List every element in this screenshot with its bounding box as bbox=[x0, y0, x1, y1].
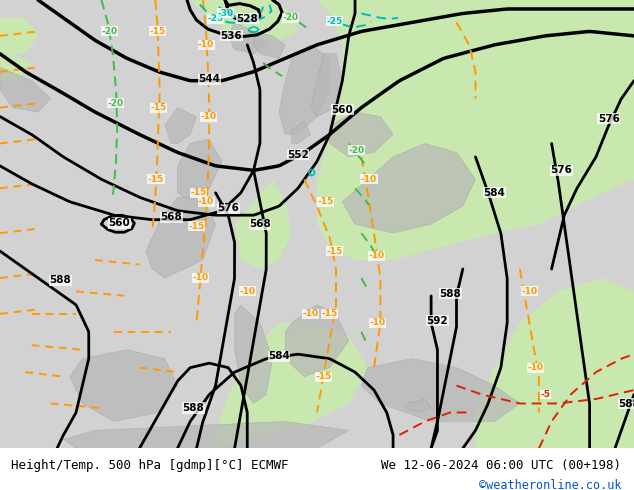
Text: -20: -20 bbox=[282, 13, 299, 23]
Polygon shape bbox=[292, 121, 311, 144]
Text: 568: 568 bbox=[249, 219, 271, 229]
Text: -10: -10 bbox=[198, 40, 214, 49]
Text: 568: 568 bbox=[160, 213, 182, 222]
Text: 588: 588 bbox=[183, 403, 204, 413]
Text: -10: -10 bbox=[361, 175, 377, 184]
Text: 576: 576 bbox=[217, 203, 239, 214]
Text: -15: -15 bbox=[150, 103, 167, 112]
Text: 544: 544 bbox=[198, 74, 220, 84]
Text: -15: -15 bbox=[317, 197, 333, 206]
Polygon shape bbox=[317, 0, 634, 260]
Text: -10: -10 bbox=[200, 112, 217, 121]
Text: -5: -5 bbox=[540, 390, 550, 399]
Text: 584: 584 bbox=[268, 351, 290, 362]
Text: 588: 588 bbox=[49, 275, 71, 285]
Text: Height/Temp. 500 hPa [gdmp][°C] ECMWF: Height/Temp. 500 hPa [gdmp][°C] ECMWF bbox=[11, 459, 289, 471]
Text: We 12-06-2024 06:00 UTC (00+198): We 12-06-2024 06:00 UTC (00+198) bbox=[381, 459, 621, 471]
Polygon shape bbox=[476, 278, 634, 448]
Polygon shape bbox=[0, 67, 51, 112]
Polygon shape bbox=[209, 323, 368, 448]
Polygon shape bbox=[190, 0, 298, 40]
Polygon shape bbox=[178, 139, 222, 202]
Text: -10: -10 bbox=[302, 309, 319, 318]
Text: -10: -10 bbox=[527, 363, 544, 372]
Polygon shape bbox=[165, 108, 197, 144]
Polygon shape bbox=[70, 350, 178, 421]
Text: 588: 588 bbox=[619, 398, 634, 409]
Polygon shape bbox=[146, 197, 216, 278]
Polygon shape bbox=[235, 305, 273, 404]
Text: 560: 560 bbox=[108, 218, 130, 228]
Text: -30: -30 bbox=[217, 9, 234, 18]
Text: -15: -15 bbox=[315, 372, 332, 381]
Text: -15: -15 bbox=[321, 309, 338, 318]
Polygon shape bbox=[0, 18, 38, 54]
Text: 588: 588 bbox=[439, 289, 461, 299]
Text: -20: -20 bbox=[107, 98, 124, 108]
Polygon shape bbox=[254, 31, 285, 58]
Polygon shape bbox=[235, 179, 292, 269]
Text: 592: 592 bbox=[427, 316, 448, 325]
Text: -15: -15 bbox=[327, 246, 343, 256]
Text: -25: -25 bbox=[327, 17, 343, 25]
Text: 560: 560 bbox=[332, 105, 353, 115]
Polygon shape bbox=[228, 23, 266, 54]
Text: 536: 536 bbox=[221, 31, 242, 41]
Text: -10: -10 bbox=[198, 197, 214, 206]
Text: 528: 528 bbox=[236, 14, 258, 24]
Text: -15: -15 bbox=[148, 175, 164, 184]
Text: -10: -10 bbox=[239, 287, 256, 296]
Polygon shape bbox=[361, 359, 520, 421]
Polygon shape bbox=[279, 45, 330, 135]
Polygon shape bbox=[63, 421, 349, 448]
Text: 584: 584 bbox=[484, 188, 505, 198]
Text: -10: -10 bbox=[521, 287, 538, 296]
Text: 576: 576 bbox=[550, 165, 572, 175]
Polygon shape bbox=[342, 144, 476, 233]
Text: -10: -10 bbox=[368, 251, 385, 260]
Polygon shape bbox=[311, 54, 342, 117]
Text: -10: -10 bbox=[192, 273, 209, 282]
Text: -10: -10 bbox=[369, 318, 385, 327]
Text: -20: -20 bbox=[101, 27, 118, 36]
Polygon shape bbox=[330, 112, 393, 157]
Text: 576: 576 bbox=[598, 114, 619, 124]
Text: 552: 552 bbox=[287, 149, 309, 160]
Polygon shape bbox=[0, 54, 32, 81]
Polygon shape bbox=[406, 399, 431, 413]
Text: -20: -20 bbox=[348, 146, 365, 155]
Text: ©weatheronline.co.uk: ©weatheronline.co.uk bbox=[479, 479, 621, 490]
Polygon shape bbox=[285, 305, 349, 377]
Text: -15: -15 bbox=[188, 222, 205, 231]
Text: -15: -15 bbox=[150, 27, 166, 36]
Text: -25: -25 bbox=[207, 14, 224, 24]
Text: -15: -15 bbox=[190, 188, 207, 197]
